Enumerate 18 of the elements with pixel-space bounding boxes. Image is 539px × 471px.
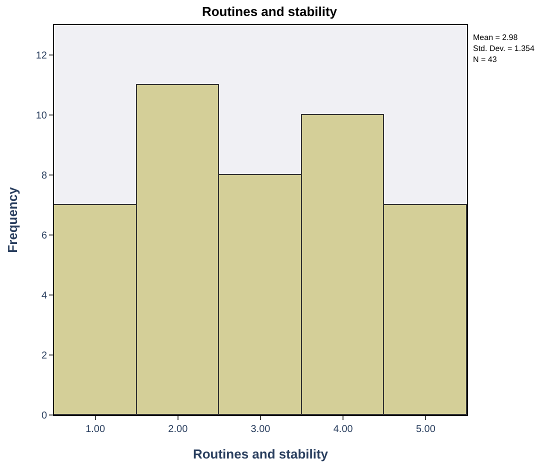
x-tick-label: 5.00 (416, 424, 436, 435)
text: Mean = 2.98 (473, 33, 518, 42)
y-tick-label: 8 (41, 170, 48, 182)
y-tick-label: 4 (41, 290, 48, 302)
y-tick-label: 12 (36, 50, 48, 62)
y-axis-title: Frequency (4, 186, 20, 253)
y-tick-label: 6 (41, 230, 48, 242)
x-tick-label: 2.00 (168, 424, 188, 435)
x-axis-title: Routines and stability (192, 446, 329, 462)
text: Std. Dev. = 1.354 (473, 44, 535, 53)
x-tick-label: 3.00 (250, 424, 271, 435)
y-tick-label: 2 (41, 350, 48, 362)
y-tick-label: 0 (41, 410, 48, 422)
text: N = 43 (473, 55, 498, 64)
x-tick-label: 1.00 (86, 424, 106, 435)
y-tick-label: 10 (36, 110, 48, 122)
chart-title: Routines and stability (202, 4, 338, 20)
x-tick-label: 4.00 (333, 424, 354, 435)
